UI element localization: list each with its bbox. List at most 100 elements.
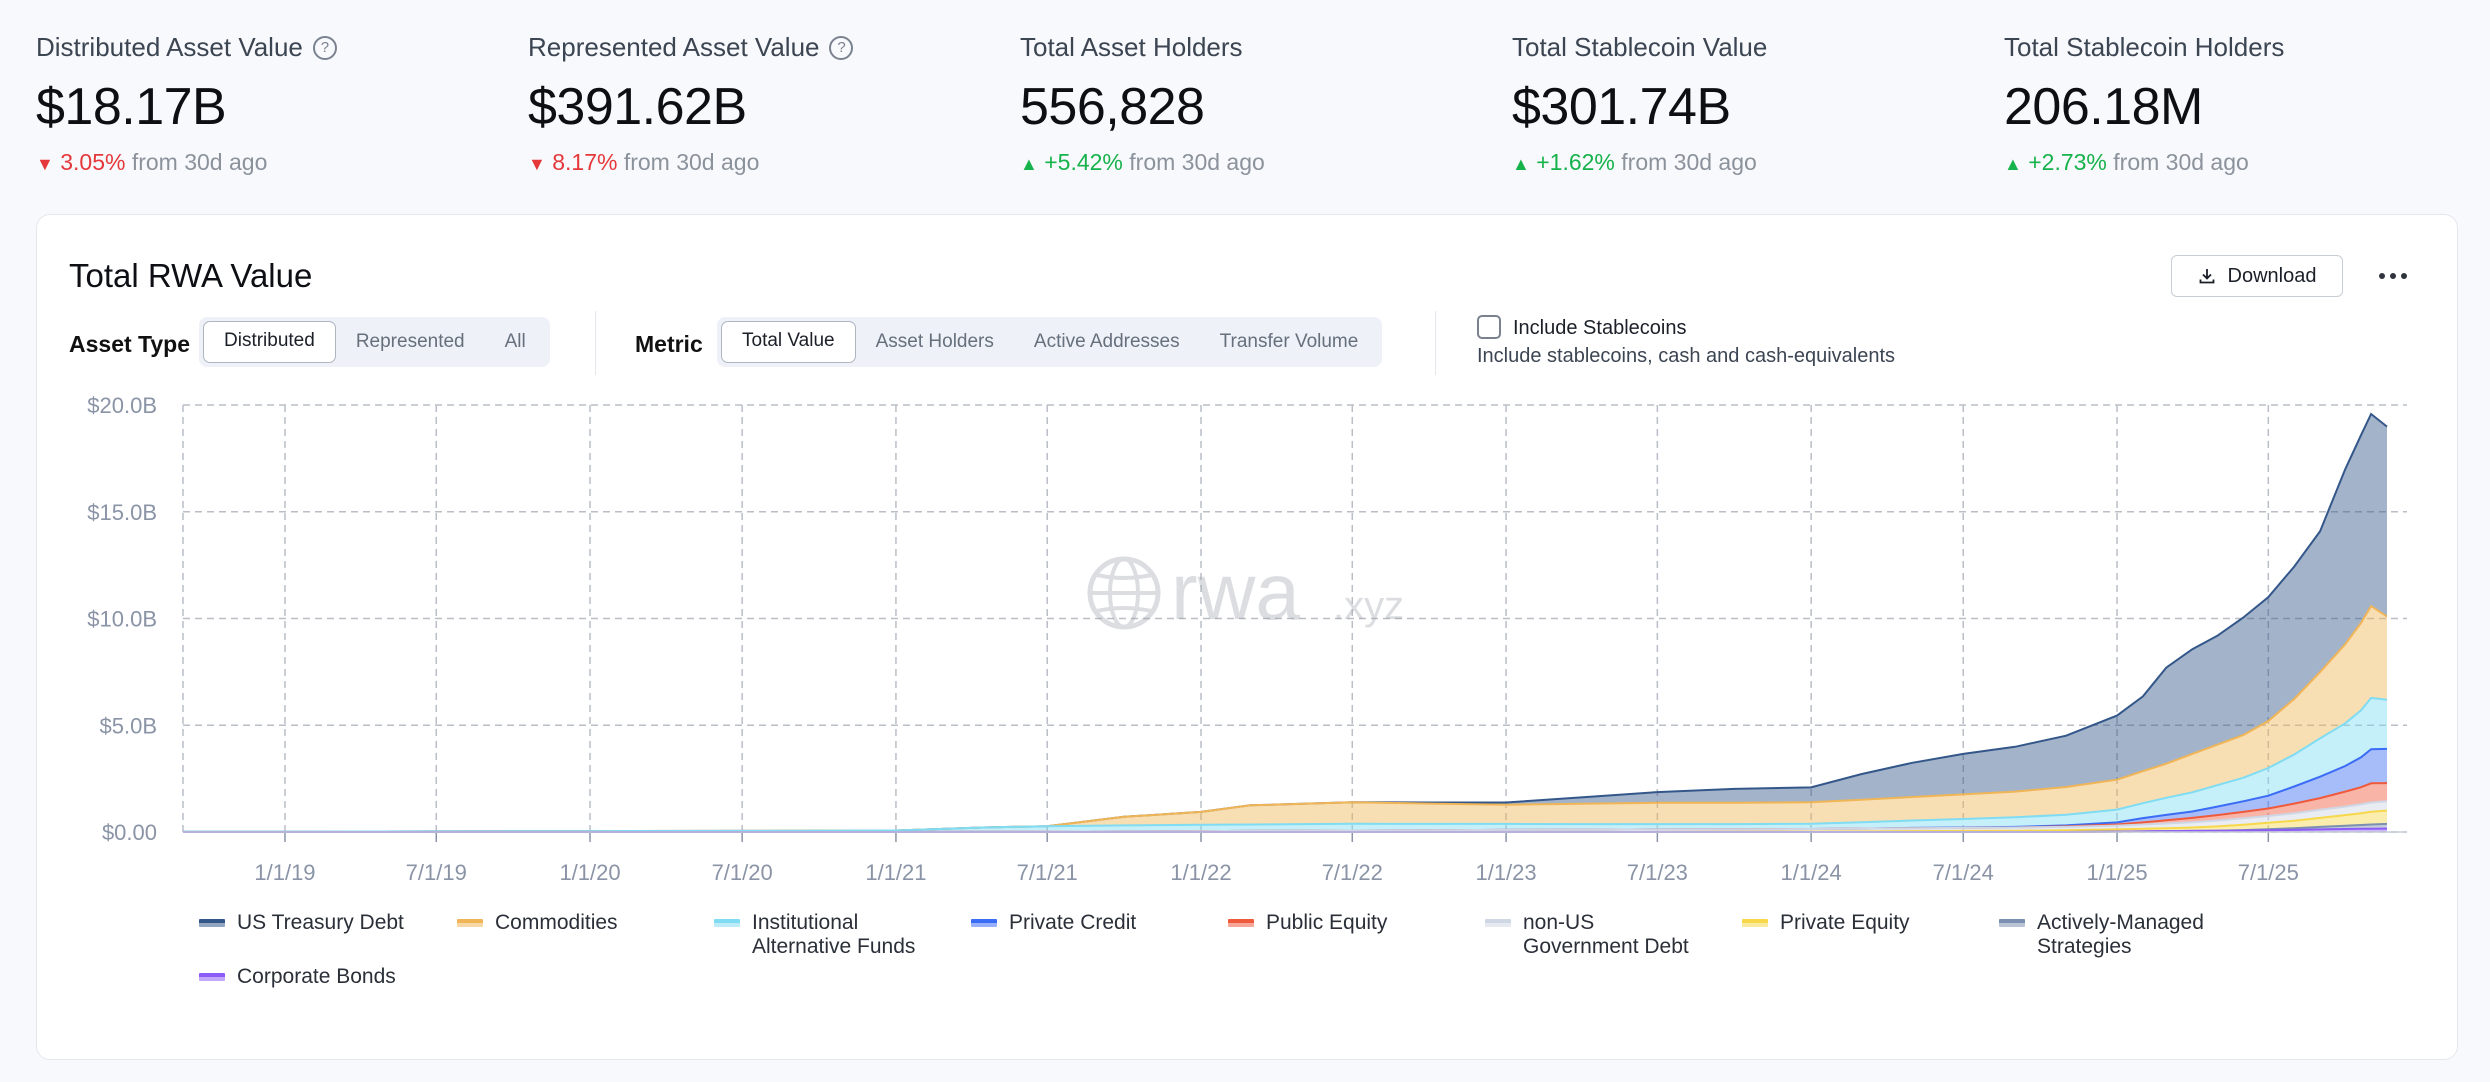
axes: $0.00 $5.0B $10.0B $15.0B $20.0B 1/1/19 7/1/19… — [87, 393, 2407, 885]
more-options-button[interactable] — [2371, 255, 2415, 297]
divider — [595, 311, 596, 375]
x-tick-label: 1/1/20 — [559, 860, 620, 885]
watermark-suffix: .xyz — [1333, 584, 1404, 628]
x-tick-label: 1/1/23 — [1475, 860, 1536, 885]
download-button[interactable]: Download — [2171, 255, 2343, 297]
down-arrow-icon: ▼ — [528, 154, 546, 174]
y-tick-label: $10.0B — [87, 607, 157, 632]
x-tick-label: 1/1/19 — [254, 860, 315, 885]
legend-swatch — [457, 919, 483, 927]
asset-type-all[interactable]: All — [504, 331, 526, 352]
stat-value: 206.18M — [2004, 78, 2203, 136]
stat-represented-asset-value: Represented Asset Value? $391.62B ▼ 8.17… — [528, 32, 854, 176]
download-icon — [2199, 269, 2214, 284]
up-arrow-icon: ▲ — [1020, 154, 1038, 174]
legend-item-actively-managed-strategies[interactable]: Actively-Managed Strategies — [1999, 911, 2204, 959]
stat-total-asset-holders: Total Asset Holders 556,828 ▲ +5.42% fro… — [1020, 32, 1265, 176]
x-tick-label: 1/1/22 — [1170, 860, 1231, 885]
x-tick-label: 7/1/19 — [406, 860, 467, 885]
area-commodities[interactable] — [183, 606, 2387, 832]
stat-value: $18.17B — [36, 78, 227, 136]
asset-type-toggle: Distributed Represented All — [199, 317, 550, 367]
divider — [1435, 311, 1436, 375]
metric-label: Metric — [635, 331, 703, 357]
stat-change: +2.73% — [2028, 149, 2107, 175]
legend-item-private-equity[interactable]: Private Equity — [1742, 911, 1910, 935]
legend-swatch — [1999, 919, 2025, 927]
x-tick-label: 7/1/22 — [1322, 860, 1383, 885]
stat-value: 556,828 — [1020, 78, 1205, 136]
asset-type-represented[interactable]: Represented — [355, 331, 465, 352]
rwa-stacked-area-chart: rwa .xyz $0.00 $5.0B $10.0B $15.0B $20.0B 1/1… — [87, 393, 2407, 885]
legend-label: Public Equity — [1266, 911, 1388, 934]
legend-swatch — [1742, 919, 1768, 927]
legend-swatch — [1228, 919, 1254, 927]
stat-change: 8.17% — [552, 149, 618, 175]
legend-label: Private Equity — [1780, 911, 1910, 934]
up-arrow-icon: ▲ — [1512, 154, 1530, 174]
x-tick-label: 7/1/23 — [1627, 860, 1688, 885]
metric-total-value[interactable]: Total Value — [721, 321, 856, 363]
legend-item-commodities[interactable]: Commodities — [457, 911, 618, 935]
watermark-text: rwa — [1171, 547, 1300, 636]
legend-label: Actively-Managed Strategies — [2037, 911, 2204, 958]
y-tick-label: $5.0B — [100, 713, 158, 738]
up-arrow-icon: ▲ — [2004, 154, 2022, 174]
rwa-chart-card: Total RWA Value Download Asset Type Dist… — [36, 214, 2458, 1060]
area-private-equity[interactable] — [183, 810, 2387, 832]
globe-icon — [1087, 556, 1161, 630]
x-tick-label: 1/1/24 — [1781, 860, 1842, 885]
legend-swatch — [199, 973, 225, 981]
stat-title: Total Stablecoin Holders — [2004, 32, 2285, 62]
asset-type-distributed[interactable]: Distributed — [203, 321, 336, 363]
include-stablecoins-checkbox[interactable] — [1477, 315, 1501, 339]
y-tick-label: $15.0B — [87, 500, 157, 525]
stat-total-stablecoin-value: Total Stablecoin Value $301.74B ▲ +1.62%… — [1512, 32, 1767, 176]
help-icon[interactable]: ? — [312, 35, 337, 60]
legend-swatch — [199, 919, 225, 927]
legend-label: non-US Government Debt — [1523, 911, 1689, 958]
include-stablecoins-label[interactable]: Include Stablecoins — [1513, 317, 1687, 339]
stat-title: Total Asset Holders — [1020, 32, 1243, 62]
download-label: Download — [2227, 264, 2317, 287]
stat-title: Total Stablecoin Value — [1512, 32, 1768, 62]
metric-active-addresses[interactable]: Active Addresses — [1033, 331, 1180, 352]
stats-bar: Distributed Asset Value? $18.17B ▼ 3.05%… — [0, 0, 2490, 200]
stat-change-suffix: from 30d ago — [1129, 149, 1265, 175]
legend-swatch — [1485, 919, 1511, 927]
metric-toggle: Total Value Asset Holders Active Address… — [717, 317, 1383, 367]
legend-item-corporate-bonds[interactable]: Corporate Bonds — [199, 965, 396, 989]
stat-value: $391.62B — [528, 78, 747, 136]
legend-label: Institutional Alternative Funds — [752, 911, 916, 958]
legend-label: Corporate Bonds — [237, 965, 396, 988]
help-icon[interactable]: ? — [829, 35, 854, 60]
legend-swatch — [714, 919, 740, 927]
watermark: rwa .xyz — [1087, 547, 1404, 636]
stat-change-suffix: from 30d ago — [1621, 149, 1757, 175]
x-tick-label: 7/1/24 — [1933, 860, 1994, 885]
metric-asset-holders[interactable]: Asset Holders — [875, 331, 994, 352]
stat-change-suffix: from 30d ago — [2113, 149, 2249, 175]
legend-label: US Treasury Debt — [237, 911, 404, 934]
x-tick-label: 7/1/25 — [2238, 860, 2299, 885]
legend-item-institutional-alternative-funds[interactable]: Institutional Alternative Funds — [714, 911, 915, 959]
down-arrow-icon: ▼ — [36, 154, 54, 174]
x-tick-label: 1/1/25 — [2086, 860, 2147, 885]
legend-label: Commodities — [495, 911, 618, 934]
metric-transfer-volume[interactable]: Transfer Volume — [1219, 331, 1359, 352]
stat-change-suffix: from 30d ago — [131, 149, 268, 175]
legend-item-public-equity[interactable]: Public Equity — [1228, 911, 1387, 935]
y-tick-label: $20.0B — [87, 393, 157, 418]
stat-total-stablecoin-holders: Total Stablecoin Holders 206.18M ▲ +2.73… — [2004, 32, 2284, 176]
x-tick-label: 7/1/20 — [712, 860, 773, 885]
legend-item-us-treasury-debt[interactable]: US Treasury Debt — [199, 911, 404, 935]
stat-value: $301.74B — [1512, 78, 1731, 136]
stat-change: 3.05% — [60, 149, 126, 175]
x-tick-label: 7/1/21 — [1017, 860, 1078, 885]
card-title: Total RWA Value — [69, 257, 313, 294]
stat-change-suffix: from 30d ago — [623, 149, 760, 175]
legend-item-non-us-government-debt[interactable]: non-US Government Debt — [1485, 911, 1689, 959]
stat-distributed-asset-value: Distributed Asset Value? $18.17B ▼ 3.05%… — [36, 32, 337, 176]
legend-item-private-credit[interactable]: Private Credit — [971, 911, 1136, 935]
legend-label: Private Credit — [1009, 911, 1137, 934]
